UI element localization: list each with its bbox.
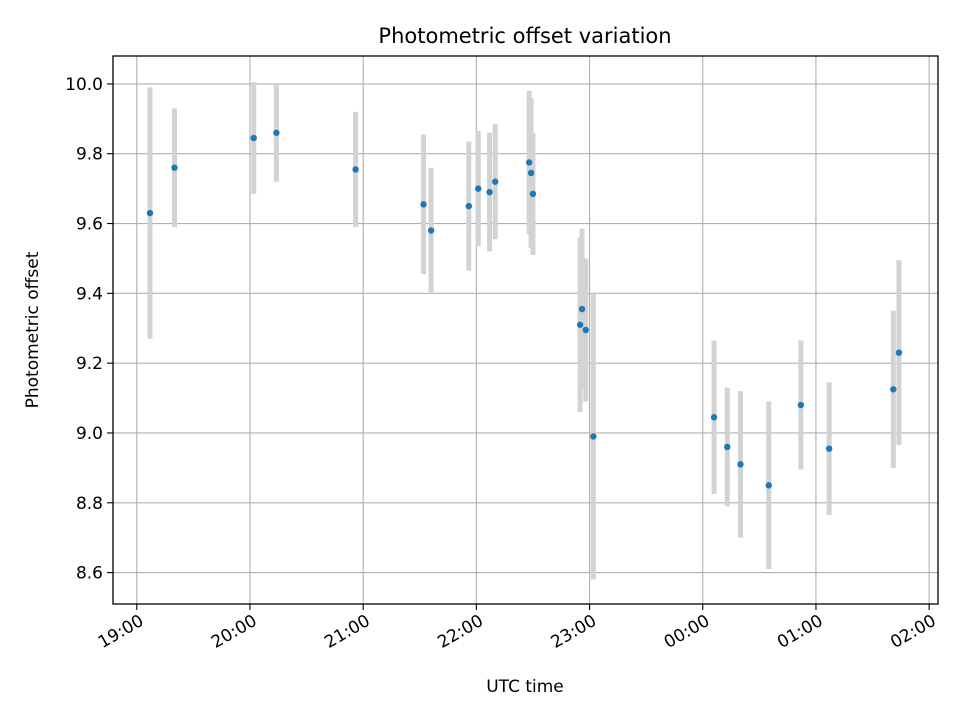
data-point	[171, 164, 178, 171]
data-point	[427, 227, 435, 234]
y-tick-label: 10.0	[65, 75, 103, 95]
y-tick-label: 9.6	[76, 215, 103, 235]
data-point	[273, 129, 280, 136]
data-point	[250, 134, 257, 142]
data-point	[710, 414, 718, 421]
y-tick-label: 9.8	[76, 145, 103, 165]
data-point	[420, 201, 427, 208]
data-points	[146, 129, 903, 489]
data-point	[737, 461, 744, 468]
data-point	[492, 178, 499, 185]
y-tick-label: 9.4	[76, 284, 103, 304]
y-tick-label: 8.6	[76, 564, 103, 584]
data-point	[582, 326, 589, 334]
data-point	[527, 169, 535, 177]
x-axis-label: UTC time	[486, 677, 564, 697]
data-point	[890, 386, 897, 393]
data-point	[465, 202, 473, 210]
y-tick-label: 9.0	[76, 424, 103, 444]
y-tick-label: 8.8	[76, 494, 103, 514]
data-point	[578, 305, 586, 313]
y-tick-label: 9.2	[76, 354, 103, 374]
data-point	[529, 190, 537, 198]
data-point	[895, 349, 903, 356]
data-point	[576, 321, 584, 328]
chart-title: Photometric offset variation	[378, 24, 671, 48]
data-point	[590, 433, 597, 440]
data-point	[825, 445, 833, 452]
data-point	[525, 159, 533, 166]
data-point	[724, 443, 731, 451]
data-point	[475, 185, 482, 192]
data-point	[765, 482, 772, 489]
y-axis: 8.6 8.8 9.0 9.2 9.4 9.6 9.8 10.0	[65, 75, 113, 584]
data-point	[352, 166, 359, 173]
data-point	[146, 209, 154, 217]
data-point	[486, 188, 493, 196]
plot-frame	[112, 55, 939, 605]
data-point	[797, 401, 805, 409]
y-axis-label: Photometric offset	[23, 251, 43, 408]
